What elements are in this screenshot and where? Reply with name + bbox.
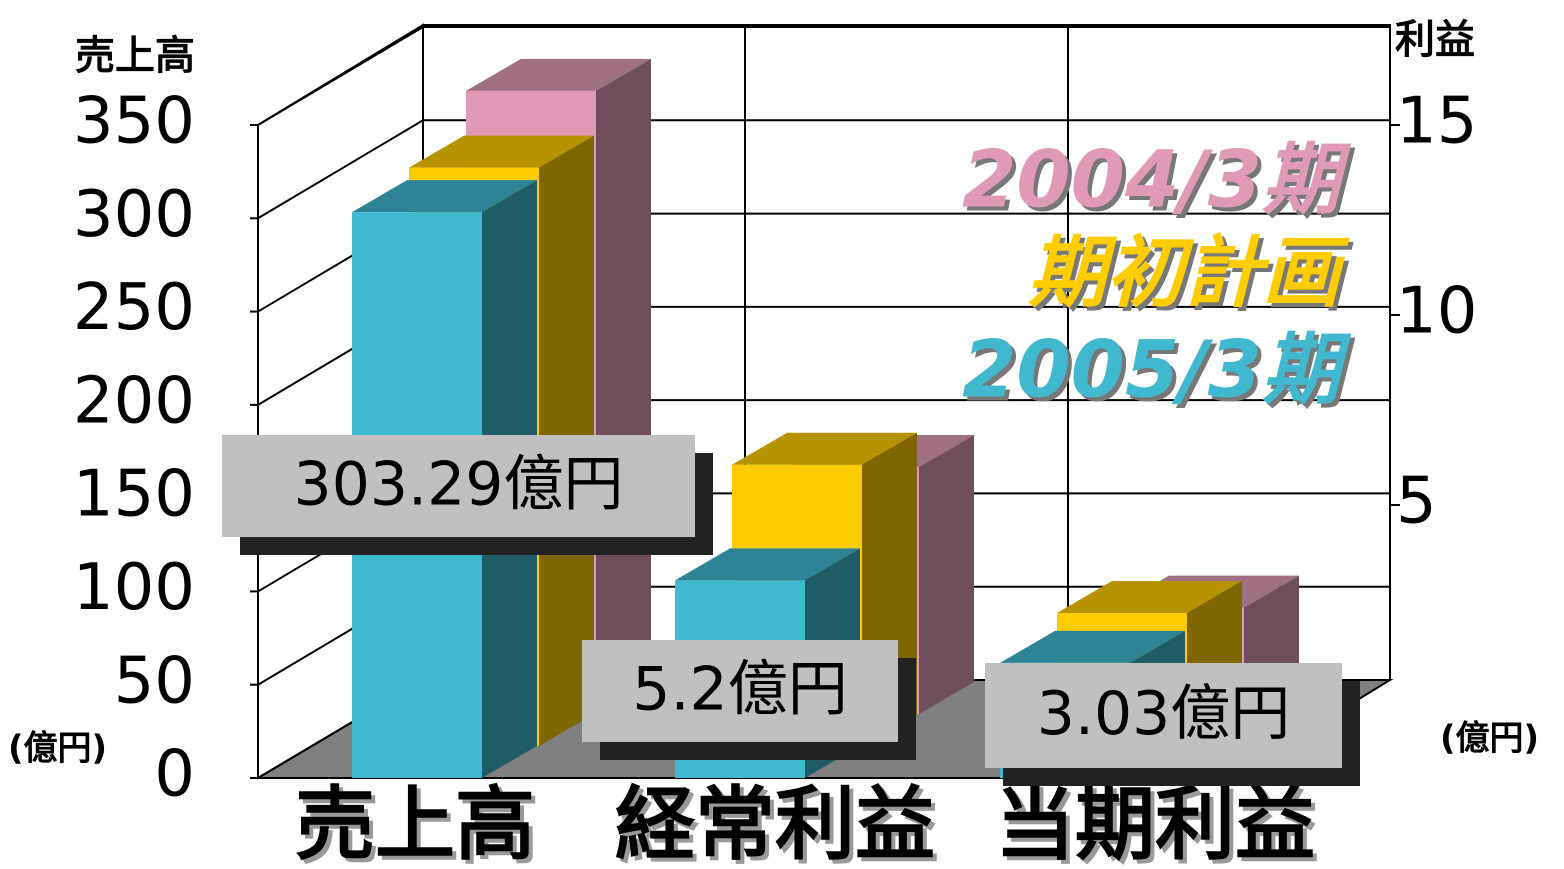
- y-tick-label: 350: [73, 85, 195, 159]
- y-title: 売上高: [75, 33, 195, 79]
- y-tick-label: 200: [73, 364, 195, 438]
- y-tick-label: 100: [73, 551, 195, 625]
- bar-side: [919, 435, 974, 714]
- label-box: [582, 640, 898, 742]
- value-label: 303.29億円: [294, 450, 624, 520]
- bar-top: [1000, 630, 1185, 663]
- y-tick-label: 0: [154, 738, 195, 812]
- bar-top: [409, 135, 594, 168]
- x-label-shadow: 経常利益: [619, 782, 939, 869]
- label-box: [985, 663, 1342, 768]
- x-label-shadow: 当期利益: [999, 782, 1319, 869]
- legend-label: 2005/3期: [962, 325, 1352, 415]
- bar-top: [466, 58, 651, 91]
- value-label: 3.03億円: [1037, 679, 1291, 749]
- label-box: [222, 435, 695, 537]
- y-tick-label: 250: [73, 271, 195, 345]
- grid-line: [257, 26, 1390, 126]
- bar-top: [675, 548, 860, 581]
- y2-unit: (億円): [1440, 719, 1539, 759]
- legend-shadow: 2004/3期: [966, 139, 1356, 229]
- x-tick-label: 経常利益: [615, 778, 935, 869]
- legend-label: 2004/3期: [962, 135, 1352, 225]
- y2-title: 利益: [1395, 17, 1475, 63]
- x-label-shadow: 売上高: [299, 782, 539, 869]
- y-tick-label: 50: [114, 644, 195, 718]
- y2-tick-label: 15: [1396, 85, 1477, 159]
- grid-line: [257, 119, 1390, 220]
- value-label: 5.2億円: [632, 655, 847, 725]
- bar-top: [352, 180, 537, 213]
- y2-tick-label: 10: [1396, 275, 1477, 349]
- x-tick-label: 売上高: [295, 778, 535, 869]
- legend-label: 期初計画: [1028, 228, 1350, 318]
- y-unit: (億円): [8, 729, 107, 769]
- x-tick-label: 当期利益: [995, 778, 1315, 869]
- bar-side: [596, 58, 651, 714]
- y-tick-label: 300: [73, 178, 195, 252]
- bar-top: [732, 432, 917, 465]
- y-tick-label: 150: [73, 458, 195, 532]
- legend-shadow: 期初計画: [1032, 232, 1354, 322]
- legend-shadow: 2005/3期: [966, 329, 1356, 419]
- y2-tick-label: 5: [1396, 465, 1437, 539]
- bar-top: [1057, 581, 1242, 613]
